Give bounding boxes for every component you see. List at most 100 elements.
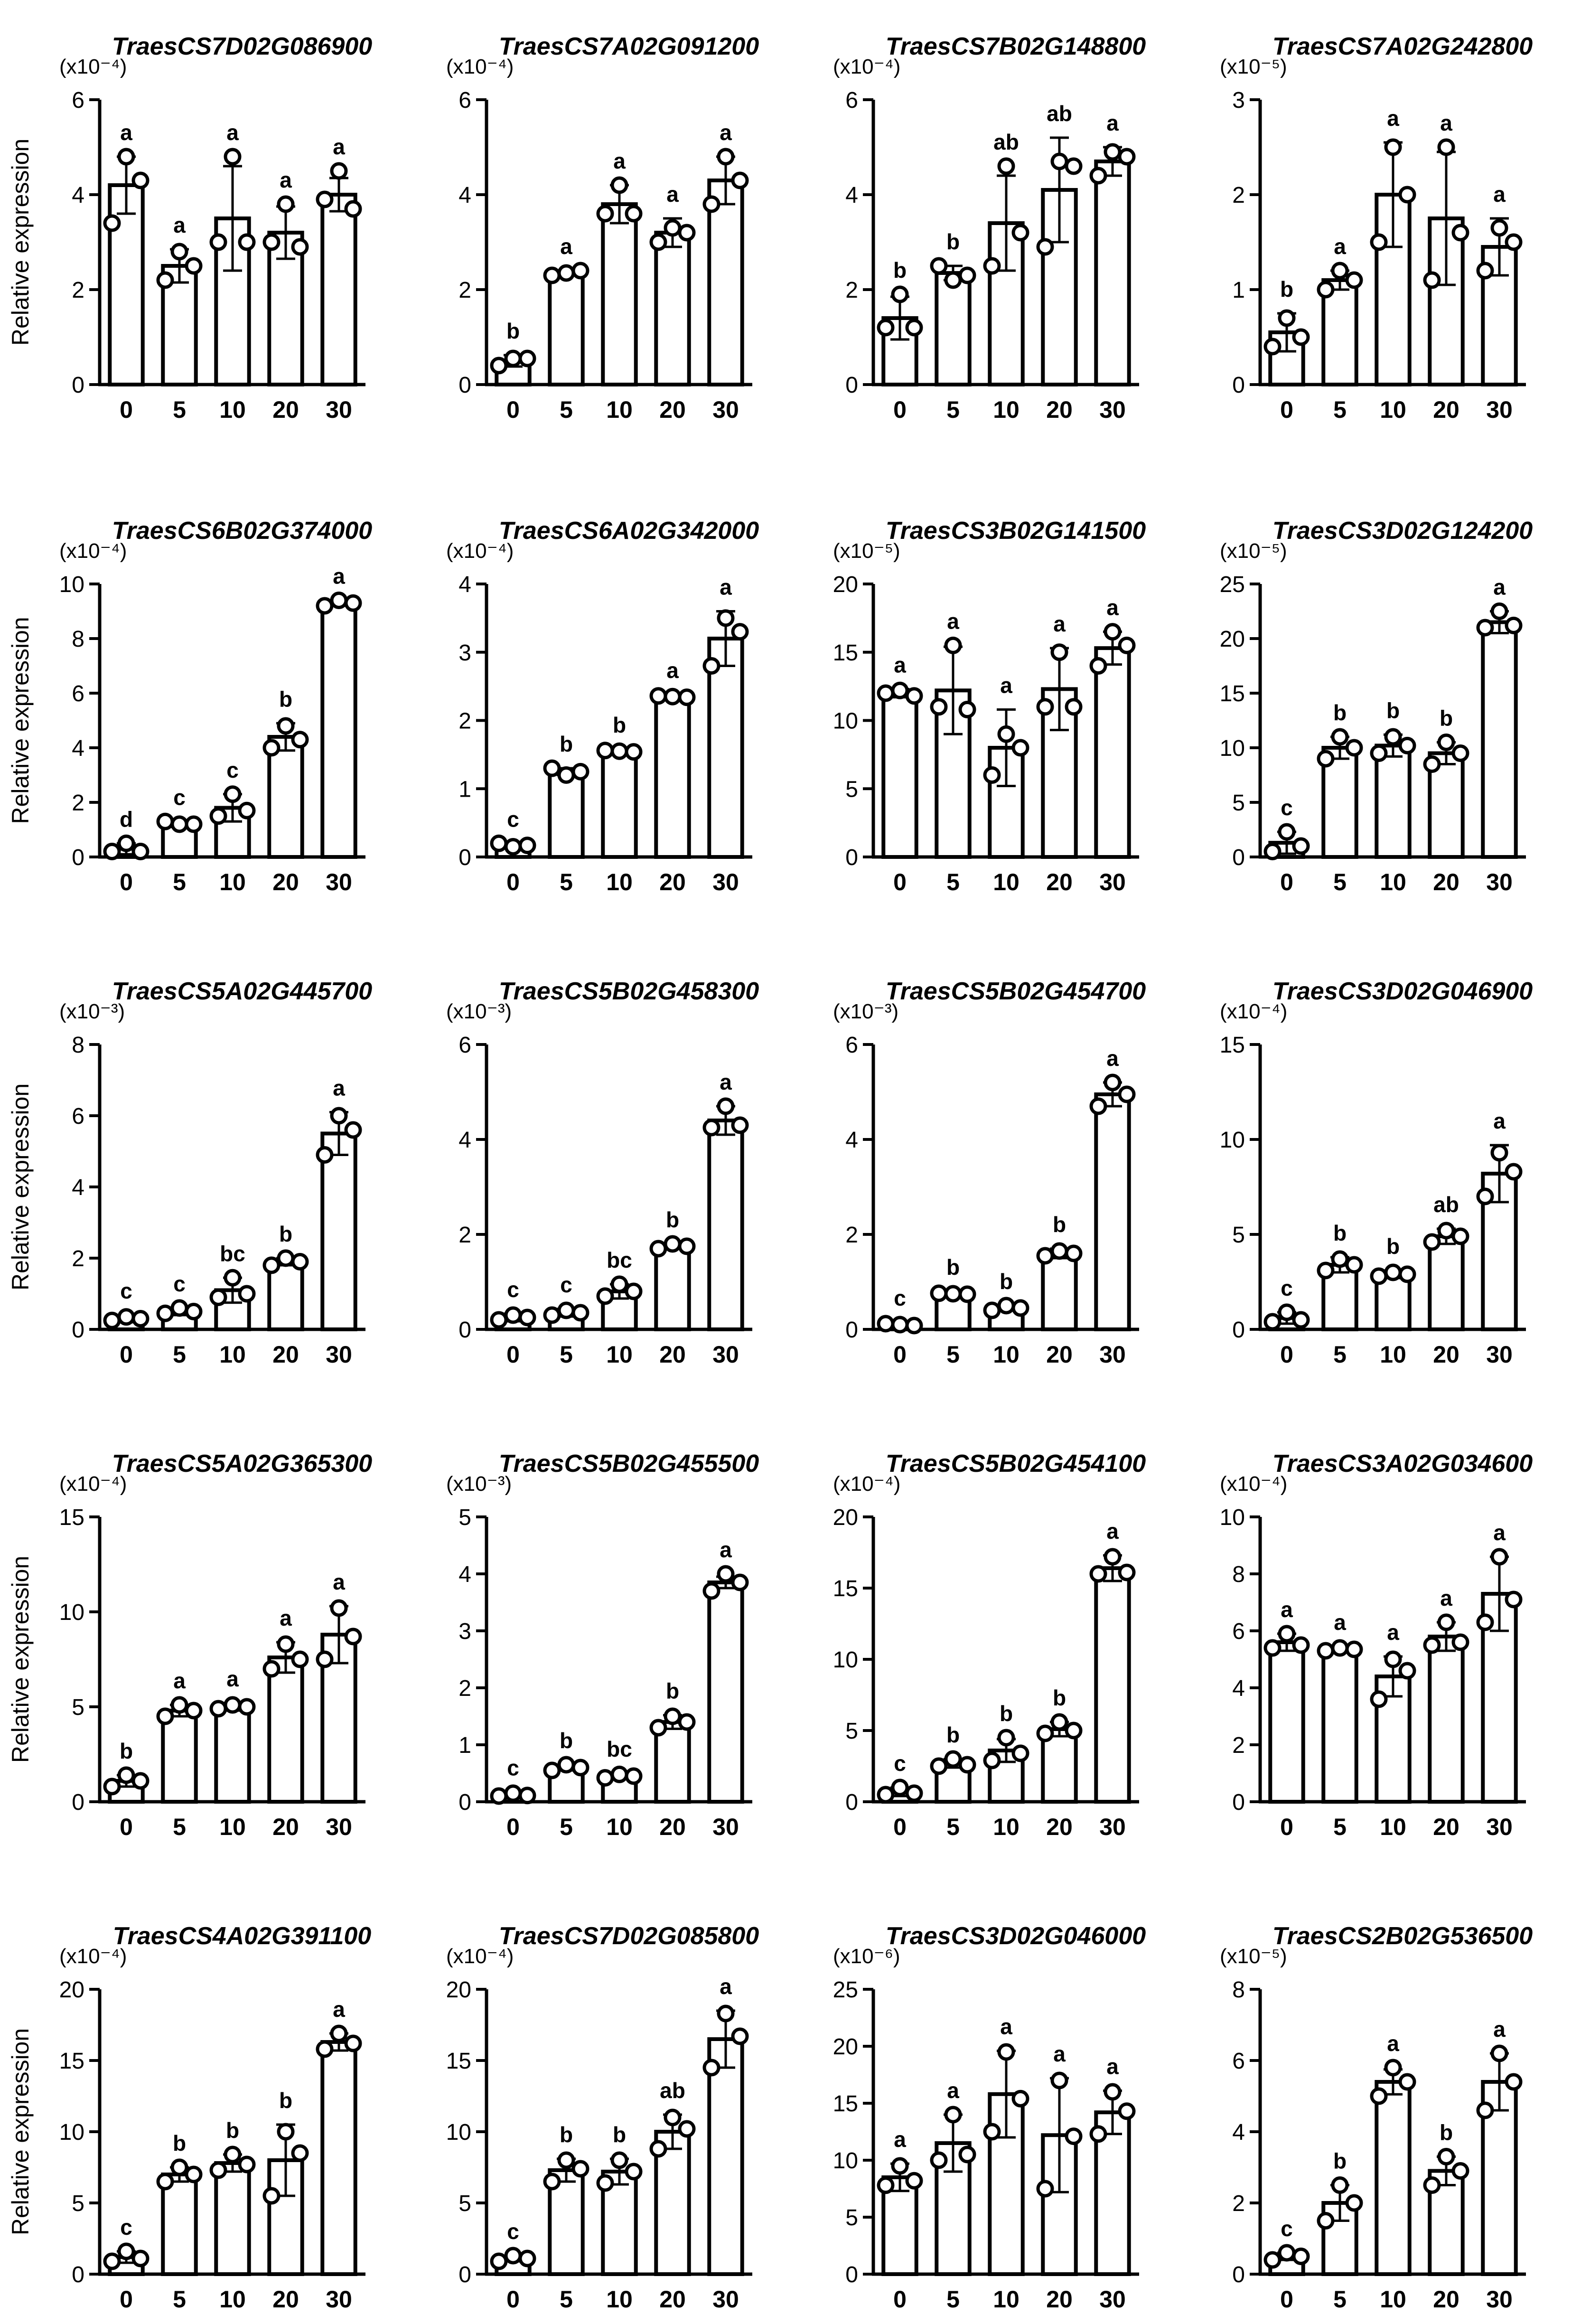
x-tick-label: 20	[1433, 396, 1459, 423]
data-point	[625, 1767, 643, 1785]
panel-title: TraesCS5B02G458300	[499, 978, 759, 1005]
scale-label: (x10⁻⁴)	[833, 55, 900, 78]
data-point	[209, 807, 227, 825]
significance-letter: a	[1334, 1610, 1346, 1635]
data-point	[1331, 728, 1349, 746]
data-point	[262, 1660, 281, 1678]
data-point	[958, 266, 976, 284]
significance-letter: ab	[993, 130, 1019, 154]
data-point	[717, 148, 735, 166]
panel-4: TraesCS6B02G374000(x10⁻⁴) 0 2 4 6 8 10 Relative…	[7, 517, 372, 895]
y-tick-label: 2	[458, 278, 471, 303]
panel-18: TraesCS3D02G046000(x10⁻⁶) 0 5 10 15 20 25 a 0 a 5 a…	[833, 1922, 1146, 2313]
y-tick-label: 5	[845, 1719, 858, 1744]
panel-7: TraesCS3D02G124200(x10⁻⁵) 0 5 10 15 20 25 c 0 b 5 b…	[1220, 517, 1533, 895]
y-tick-label: 1	[458, 1733, 471, 1758]
data-point	[983, 257, 1001, 275]
data-point	[649, 1719, 667, 1737]
data-point	[1011, 2089, 1029, 2108]
data-point	[170, 2158, 188, 2176]
data-point	[238, 1698, 256, 1716]
y-axis-title: Relative expression	[7, 139, 34, 346]
x-tick-label: 10	[993, 396, 1020, 423]
significance-letter: a	[120, 120, 132, 145]
significance-letter: a	[333, 1570, 345, 1594]
data-point	[170, 1696, 188, 1714]
data-point	[1104, 1548, 1122, 1566]
y-tick-label: 0	[845, 2262, 858, 2287]
data-point	[1317, 1261, 1335, 1280]
x-tick-label: 0	[506, 396, 520, 423]
bar-5	[935, 271, 972, 386]
data-point	[997, 725, 1015, 743]
significance-letter: c	[507, 807, 519, 831]
data-point	[664, 687, 682, 706]
x-tick-label: 20	[272, 1341, 299, 1368]
y-tick-label: 0	[845, 1790, 858, 1815]
data-point	[664, 1707, 682, 1725]
data-point	[930, 257, 948, 275]
x-tick-label: 0	[1280, 869, 1293, 895]
x-tick-label: 30	[1486, 869, 1513, 895]
x-tick-label: 0	[120, 396, 133, 423]
significance-letter: c	[1281, 795, 1293, 820]
y-tick-label: 3	[458, 640, 471, 666]
data-point	[1476, 1187, 1494, 1205]
bar-10	[214, 2161, 251, 2276]
significance-letter: a	[720, 1070, 732, 1094]
panel-title: TraesCS4A02G391100	[113, 1922, 372, 1950]
panel-14: TraesCS5B02G454100(x10⁻⁴) 0 5 10 15 20 c 0 b 5 b 10…	[833, 1450, 1146, 1840]
data-point	[1451, 2162, 1469, 2180]
data-point	[571, 1304, 589, 1322]
data-point	[649, 2140, 667, 2158]
y-tick-label: 5	[845, 777, 858, 802]
significance-letter: b	[666, 1679, 679, 1703]
data-point	[1505, 2073, 1523, 2091]
significance-letter: c	[507, 1277, 519, 1302]
y-tick-label: 4	[845, 183, 858, 208]
data-point	[944, 2106, 962, 2124]
significance-letter: a	[1493, 1109, 1506, 1133]
y-tick-label: 4	[458, 183, 471, 208]
bar-20	[654, 1244, 691, 1331]
data-point	[1050, 643, 1068, 661]
data-point	[1476, 2101, 1494, 2119]
data-point	[330, 592, 348, 609]
y-tick-label: 3	[1232, 88, 1245, 113]
x-tick-label: 30	[1486, 396, 1513, 423]
data-point	[610, 2151, 628, 2169]
scale-label: (x10⁻⁴)	[59, 55, 127, 78]
x-tick-label: 20	[272, 2286, 299, 2313]
data-point	[702, 195, 720, 213]
data-point	[1278, 1303, 1296, 1321]
data-point	[1036, 1724, 1054, 1742]
significance-letter: a	[666, 658, 679, 683]
x-tick-label: 10	[219, 869, 246, 895]
data-point	[1370, 2087, 1388, 2105]
data-point	[1263, 843, 1282, 860]
data-point	[224, 1269, 242, 1287]
y-tick-label: 6	[72, 1104, 84, 1129]
data-point	[905, 1317, 923, 1335]
data-point	[316, 1650, 334, 1668]
data-point	[1437, 734, 1455, 751]
data-point	[117, 1766, 135, 1784]
data-point	[1050, 2071, 1068, 2089]
x-tick-label: 0	[120, 1814, 133, 1840]
data-point	[1036, 1247, 1054, 1265]
y-tick-label: 4	[72, 1175, 84, 1200]
y-tick-label: 15	[59, 1505, 84, 1530]
data-point	[678, 1713, 696, 1731]
data-point	[504, 1306, 522, 1324]
data-point	[1036, 698, 1054, 716]
data-point	[170, 243, 188, 261]
significance-letter: a	[1106, 595, 1119, 620]
data-point	[490, 357, 508, 375]
y-tick-label: 0	[845, 845, 858, 870]
x-tick-label: 20	[659, 2286, 686, 2313]
scale-label: (x10⁻⁴)	[59, 539, 127, 563]
data-point	[1263, 338, 1282, 356]
data-point	[185, 257, 203, 275]
y-tick-label: 10	[446, 2120, 471, 2145]
bar-5	[161, 2173, 198, 2276]
